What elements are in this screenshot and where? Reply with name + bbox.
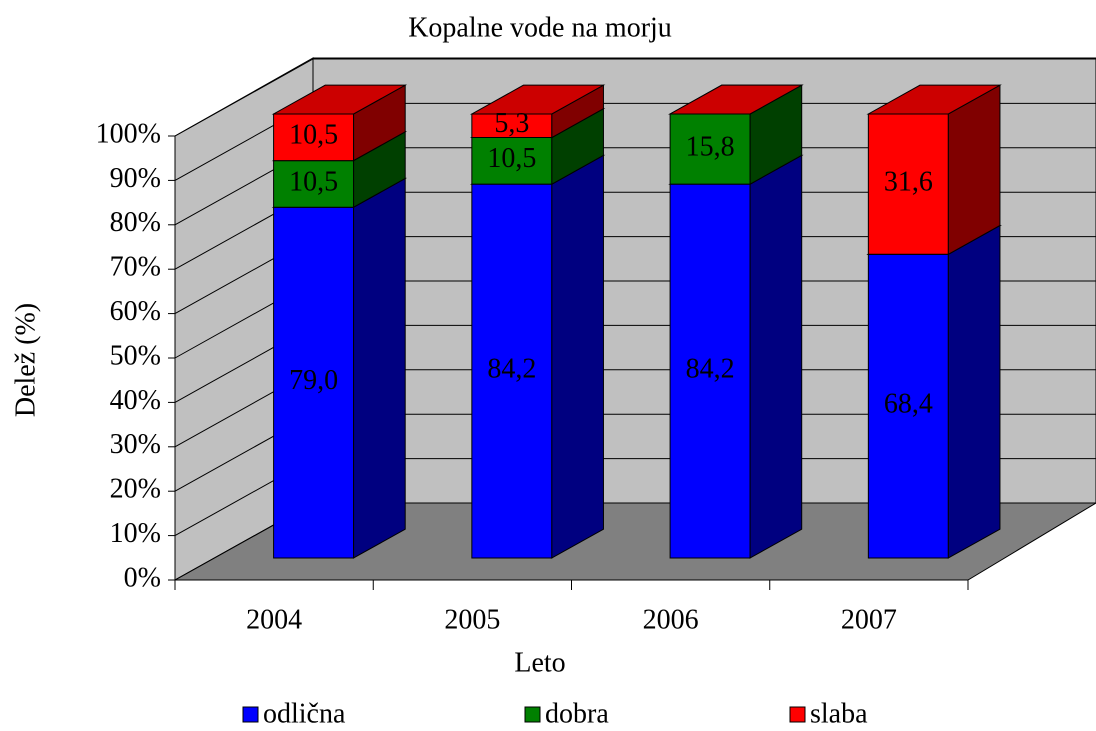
bar-segment: 31,6	[866, 84, 1002, 256]
data-label: 79,0	[289, 365, 338, 396]
bar-segment: 84,2	[469, 154, 606, 559]
bar-top	[271, 84, 408, 115]
legend-swatch	[524, 706, 541, 723]
bar-side	[947, 84, 1001, 256]
x-tick-label: 2004	[246, 604, 302, 635]
chart-title: Kopalne vode na morju	[408, 12, 672, 43]
y-tick-label: 20%	[110, 474, 161, 505]
y-tick-label: 70%	[110, 252, 161, 283]
y-tick-label: 50%	[110, 340, 161, 371]
axes: 0% 10% 20% 30% 40% 50% 60% 70% 80% 90% 100% 2004 200…	[96, 118, 969, 635]
legend-label: slaba	[810, 698, 868, 729]
y-tick-label: 60%	[110, 296, 161, 327]
data-label: 68,4	[884, 389, 933, 420]
data-label: 31,6	[884, 167, 933, 198]
data-label: 15,8	[686, 131, 735, 162]
x-tick-label: 2006	[643, 604, 699, 635]
legend-swatch	[242, 706, 259, 723]
grid-line	[174, 58, 1096, 137]
y-tick-label: 100%	[96, 118, 161, 149]
bar-side	[551, 154, 604, 559]
y-tick-label: 40%	[110, 385, 161, 416]
bar-segment: 84,2	[668, 154, 804, 559]
x-axis-label: Leto	[514, 647, 565, 678]
y-tick-label: 90%	[110, 163, 161, 194]
data-label: 84,2	[686, 353, 735, 384]
data-label: 84,2	[487, 353, 536, 384]
bar-segment: 10,5	[271, 84, 408, 162]
x-tick-label: 2005	[444, 604, 500, 635]
bar-top	[469, 84, 606, 115]
bar-side	[353, 177, 406, 559]
data-label: 5,3	[494, 108, 529, 139]
y-axis-label: Delež (%)	[10, 303, 41, 417]
legend-swatch	[789, 706, 806, 723]
legend-label: odlična	[263, 698, 346, 729]
x-tick-label: 2007	[841, 604, 897, 635]
bar-side	[749, 154, 803, 559]
bar-top	[866, 84, 1002, 115]
legend-label: dobra	[545, 698, 609, 729]
data-label: 10,5	[289, 120, 338, 151]
y-tick-label: 30%	[110, 429, 161, 460]
legend: odlična dobra slaba	[242, 698, 868, 729]
y-tick-label: 10%	[110, 518, 161, 549]
data-label: 10,5	[487, 143, 536, 174]
bar-segment	[668, 84, 804, 115]
bar-side	[947, 224, 1001, 559]
bars: 79,0 10,5 10,5 84,2 10,5 5,3 84,2 15,8 68,4 31,6	[271, 84, 1002, 559]
y-tick-label: 0%	[124, 562, 161, 593]
data-label: 10,5	[289, 166, 338, 197]
bar-top	[668, 84, 804, 115]
bar-segment: 5,3	[469, 84, 606, 139]
bar-segment: 68,4	[866, 224, 1002, 559]
bar-segment: 79,0	[271, 177, 408, 559]
y-tick-label: 80%	[110, 207, 161, 238]
